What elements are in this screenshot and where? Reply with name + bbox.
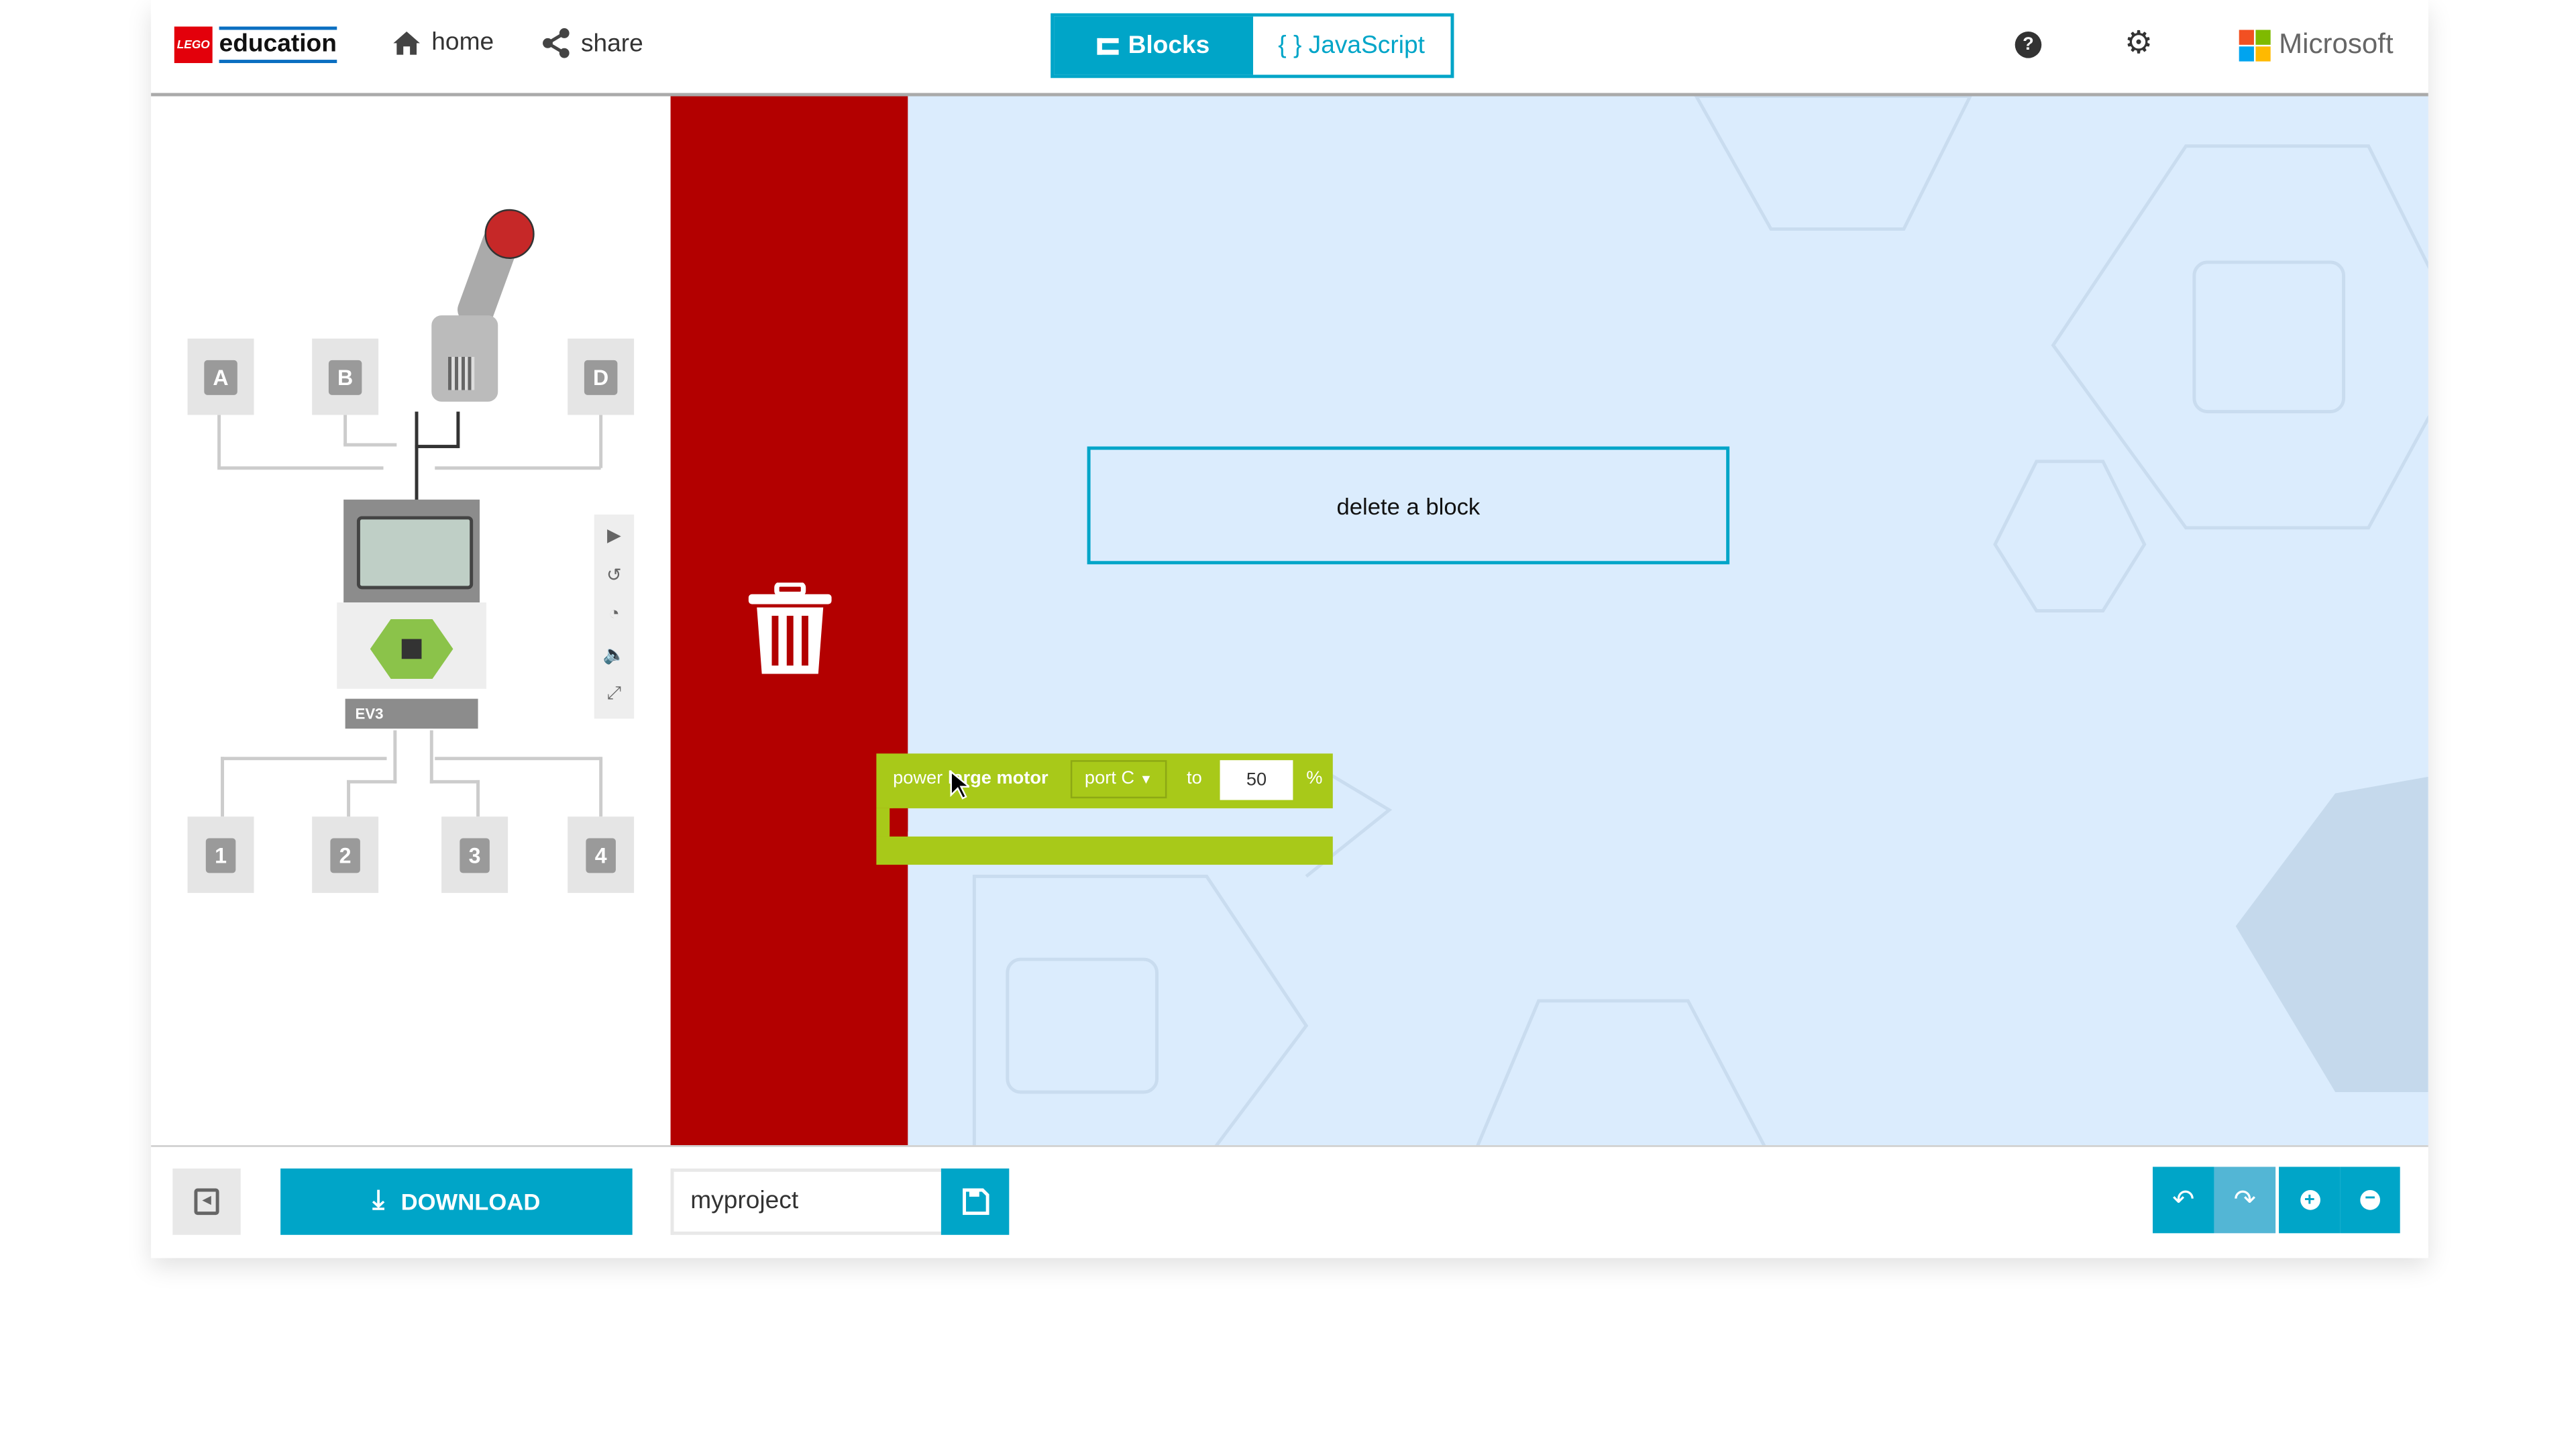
delete-block-tooltip: delete a block	[1087, 446, 1730, 565]
tab-blocks[interactable]: Blocks	[1054, 16, 1252, 75]
power-large-motor-block[interactable]: power large motor port C ▼ to 50 %	[876, 753, 1333, 865]
share-icon	[543, 28, 570, 58]
lego-logo-icon: LEGO	[174, 26, 213, 64]
block-label-percent: %	[1306, 768, 1323, 789]
port-2[interactable]: 2	[312, 816, 379, 894]
port-4[interactable]: 4	[568, 816, 635, 894]
collapse-simulator-button[interactable]: ◀	[172, 1168, 241, 1235]
restart-icon[interactable]: ↺	[606, 565, 622, 586]
dropdown-arrow-icon: ▼	[1139, 771, 1153, 787]
save-floppy-icon	[961, 1188, 989, 1216]
brick-screen	[356, 516, 474, 590]
motor-hub-icon	[484, 209, 535, 259]
project-name-input[interactable]: myproject	[670, 1168, 943, 1235]
zoom-out-icon: −	[2360, 1189, 2381, 1210]
ev3-brick[interactable]: EV3	[337, 499, 486, 732]
block-label-to: to	[1187, 768, 1202, 789]
sound-icon[interactable]: 🔈	[602, 645, 626, 665]
play-icon[interactable]: ▶	[606, 525, 621, 545]
home-button[interactable]: home	[392, 28, 494, 56]
download-icon: ⤓	[372, 1187, 384, 1216]
zoom-out-button[interactable]: −	[2340, 1167, 2400, 1234]
save-button[interactable]	[941, 1168, 1010, 1235]
slow-mo-icon[interactable]: ◔	[608, 604, 620, 625]
share-button[interactable]: share	[541, 28, 643, 58]
zoom-in-button[interactable]: +	[2279, 1167, 2341, 1234]
motor-cable	[415, 411, 419, 502]
editor-tabs: Blocks { } JavaScript	[1051, 13, 1454, 78]
lego-education-logo[interactable]: LEGO education	[174, 26, 337, 64]
large-motor[interactable]	[425, 203, 541, 419]
microsoft-logo-icon	[2239, 29, 2271, 61]
port-dropdown[interactable]: port C ▼	[1070, 760, 1167, 799]
port-1[interactable]: 1	[187, 816, 254, 894]
download-button[interactable]: ⤓ DOWNLOAD	[280, 1168, 633, 1235]
undo-icon: ↶	[2172, 1187, 2195, 1216]
trash-icon	[748, 582, 832, 674]
fullscreen-icon[interactable]: ⤢	[606, 683, 622, 703]
speed-value-input[interactable]: 50	[1220, 760, 1293, 800]
zoom-in-icon: +	[2300, 1190, 2320, 1210]
tab-javascript[interactable]: { } JavaScript	[1252, 16, 1451, 75]
port-3[interactable]: 3	[441, 816, 508, 894]
simulator-controls: ▶ ↺ ◔ 🔈 ⤢	[594, 515, 635, 719]
port-a[interactable]: A	[187, 338, 254, 415]
workspace-background-pattern	[972, 96, 2428, 1146]
collapse-left-icon: ◀	[194, 1188, 219, 1216]
blocks-icon	[1096, 37, 1118, 54]
redo-icon: ↷	[2233, 1187, 2256, 1216]
port-b[interactable]: B	[312, 338, 379, 415]
help-icon[interactable]: ?	[2015, 32, 2042, 58]
undo-button[interactable]: ↶	[2153, 1167, 2214, 1234]
home-icon	[393, 30, 420, 54]
mouse-cursor-icon	[950, 770, 969, 800]
redo-button[interactable]: ↷	[2214, 1167, 2276, 1234]
block-label-power: power	[893, 768, 943, 789]
brick-label: EV3	[345, 698, 478, 729]
blocks-workspace[interactable]	[908, 96, 2428, 1146]
settings-gear-icon[interactable]: ⚙	[2124, 26, 2153, 62]
microsoft-logo[interactable]: Microsoft	[2239, 28, 2394, 61]
port-d[interactable]: D	[568, 338, 635, 415]
